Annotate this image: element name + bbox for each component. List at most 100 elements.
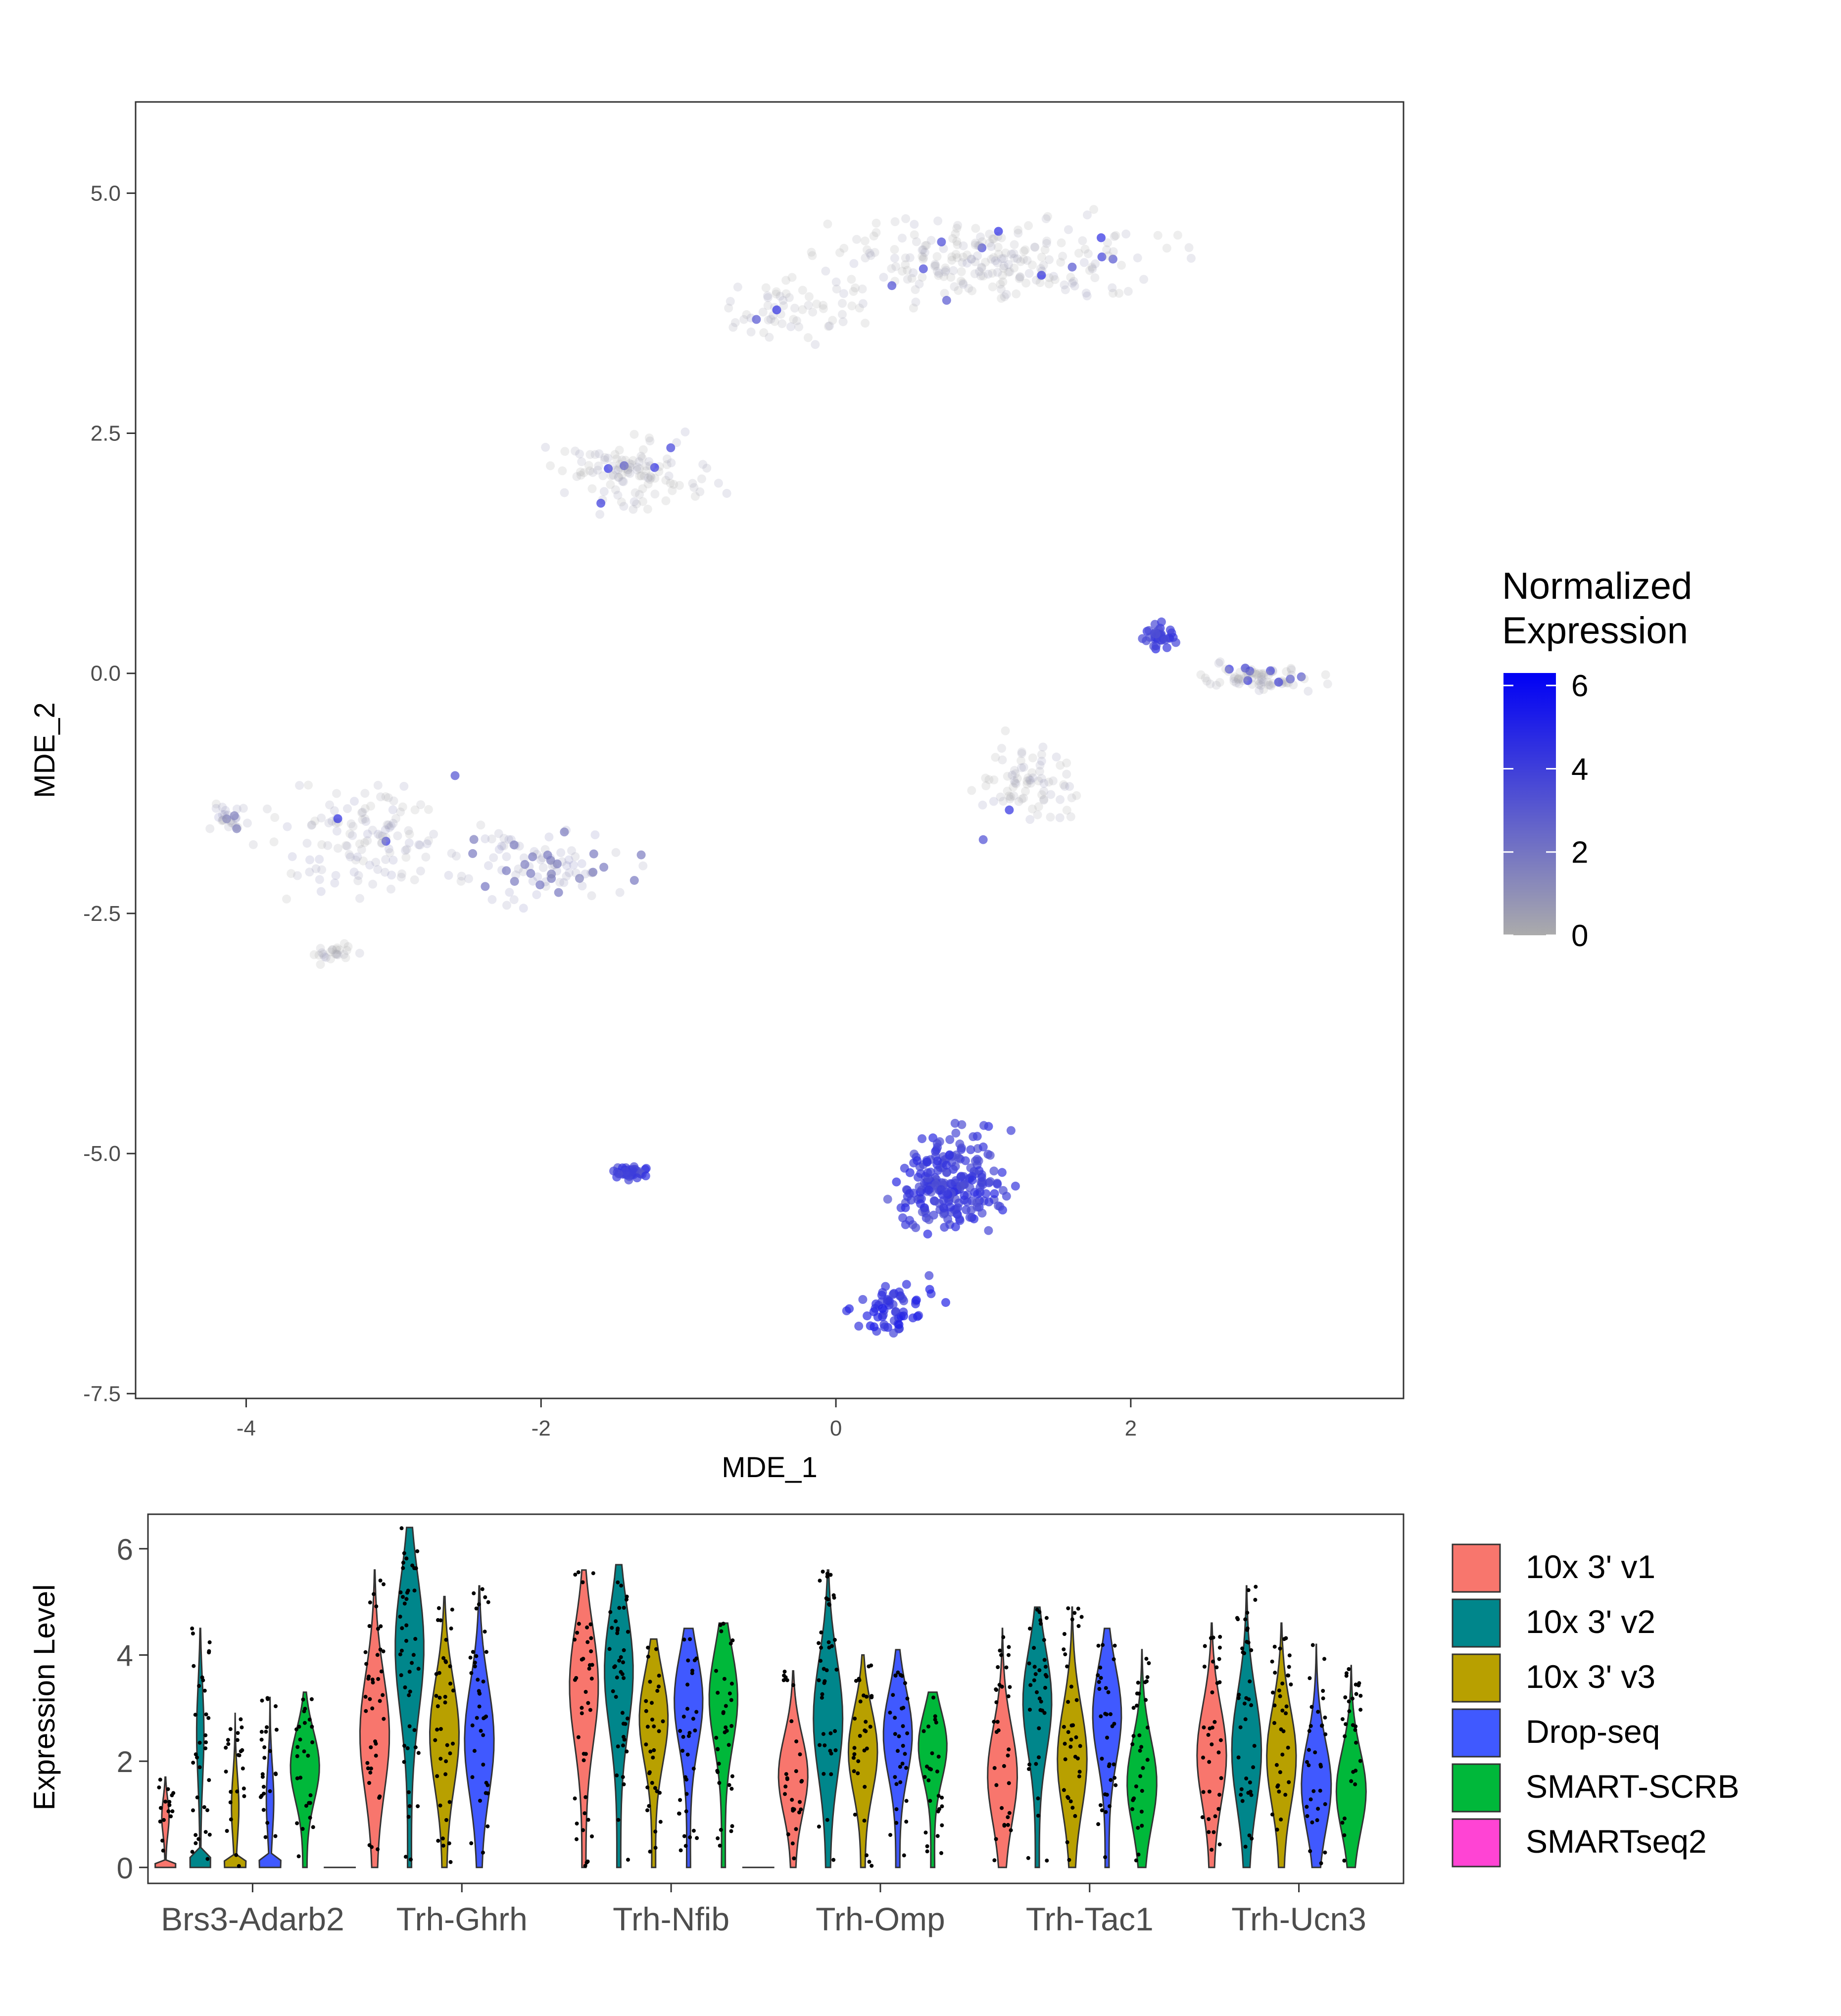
scatter-point: [863, 1311, 872, 1321]
scatter-point: [977, 243, 987, 252]
scatter-point: [270, 813, 280, 822]
violin-point: [484, 1791, 488, 1795]
violin-point: [1028, 1708, 1032, 1712]
scatter-point: [993, 258, 1002, 268]
violin-point: [1307, 1729, 1311, 1733]
violin-point: [300, 1826, 305, 1831]
scatter-point: [766, 315, 775, 324]
violin-point: [480, 1587, 484, 1591]
scatter-point: [1196, 670, 1206, 679]
violin-point: [1063, 1741, 1067, 1746]
scatter-point: [909, 268, 918, 278]
violin-point: [727, 1783, 731, 1787]
expression-colorbar: [1503, 673, 1556, 935]
scatter-point: [953, 221, 963, 230]
scatter-point: [988, 269, 997, 278]
scatter-point: [339, 950, 348, 959]
violin-point: [621, 1743, 625, 1748]
scatter-points: [205, 205, 1332, 1338]
violin-point: [410, 1563, 415, 1568]
scatter-point: [358, 808, 367, 817]
violin-point: [903, 1752, 907, 1756]
scatter-point: [447, 849, 456, 858]
scatter-point: [922, 240, 931, 250]
scatter-point: [1026, 778, 1035, 788]
scatter-point: [422, 839, 432, 849]
scatter-point: [963, 250, 972, 260]
scatter-point: [396, 872, 406, 882]
scatter-point: [494, 829, 503, 838]
violin-point: [436, 1618, 440, 1622]
violin-point: [581, 1828, 585, 1832]
violin-point: [472, 1749, 477, 1753]
scatter-point: [623, 468, 632, 477]
violin-point: [374, 1741, 378, 1746]
violin-point: [1110, 1724, 1114, 1728]
scatter-point: [1020, 245, 1030, 254]
violin-point: [481, 1680, 485, 1684]
scatter-point: [310, 816, 320, 826]
scatter-point: [792, 316, 801, 326]
scatter-point: [1139, 275, 1149, 284]
scatter-point: [341, 953, 350, 962]
scatter-point: [316, 944, 325, 953]
scatter-point: [937, 237, 946, 246]
scatter-point: [1173, 231, 1182, 240]
violin-point: [203, 1830, 208, 1834]
scatter-point: [972, 1202, 982, 1212]
scatter-point: [978, 835, 988, 844]
scatter-point: [770, 317, 779, 326]
violin-point: [580, 1711, 584, 1716]
violin-point: [191, 1808, 195, 1813]
violin-point: [831, 1858, 836, 1862]
scatter-point: [615, 445, 624, 455]
violin-point: [1043, 1673, 1048, 1677]
scatter-point: [218, 815, 228, 824]
scatter-point: [416, 866, 425, 876]
violin-point: [1354, 1769, 1358, 1773]
violin-point: [1286, 1745, 1290, 1750]
violin-point: [586, 1818, 590, 1822]
scatter-point: [970, 240, 980, 249]
scatter-point: [311, 864, 321, 873]
violin-point: [1281, 1729, 1286, 1733]
violin-point: [1134, 1784, 1138, 1788]
violin-point: [1138, 1748, 1142, 1753]
violin-point: [825, 1818, 829, 1822]
scatter-point: [862, 245, 872, 254]
violin-point: [295, 1745, 300, 1749]
scatter-point: [942, 1160, 951, 1170]
violin-point: [226, 1742, 231, 1746]
scatter-point: [1255, 686, 1264, 695]
scatter-point: [1255, 669, 1264, 678]
violin-point: [262, 1791, 266, 1796]
violin-point: [1008, 1685, 1012, 1689]
scatter-point: [396, 807, 405, 816]
violin-point: [369, 1766, 373, 1771]
scatter-point: [1074, 248, 1083, 258]
scatter-point: [690, 492, 700, 501]
dataset-legend-item: 10x 3' v2: [1452, 1598, 1655, 1648]
scatter-point: [997, 233, 1006, 242]
violin-point: [582, 1811, 587, 1816]
violin-point: [1207, 1760, 1211, 1764]
violin-point: [685, 1682, 690, 1687]
violin-shape: [359, 1569, 390, 1869]
scatter-point: [952, 237, 962, 246]
scatter-point: [730, 318, 740, 327]
violin-point: [856, 1771, 860, 1776]
violin-point: [621, 1775, 625, 1779]
violin-point: [1069, 1737, 1073, 1742]
scatter-point: [989, 1166, 999, 1176]
scatter-y-axis-title: MDE_2: [29, 702, 61, 798]
violin-point: [1099, 1676, 1103, 1680]
violin-point: [473, 1660, 477, 1665]
scatter-point: [1037, 271, 1046, 280]
violin-shape: [429, 1595, 460, 1869]
scatter-point: [1052, 752, 1061, 762]
scatter-point: [641, 466, 651, 476]
violin-point: [239, 1717, 243, 1722]
violin-point: [382, 1717, 386, 1721]
violin-point: [1216, 1807, 1221, 1811]
violin-point: [817, 1824, 821, 1829]
